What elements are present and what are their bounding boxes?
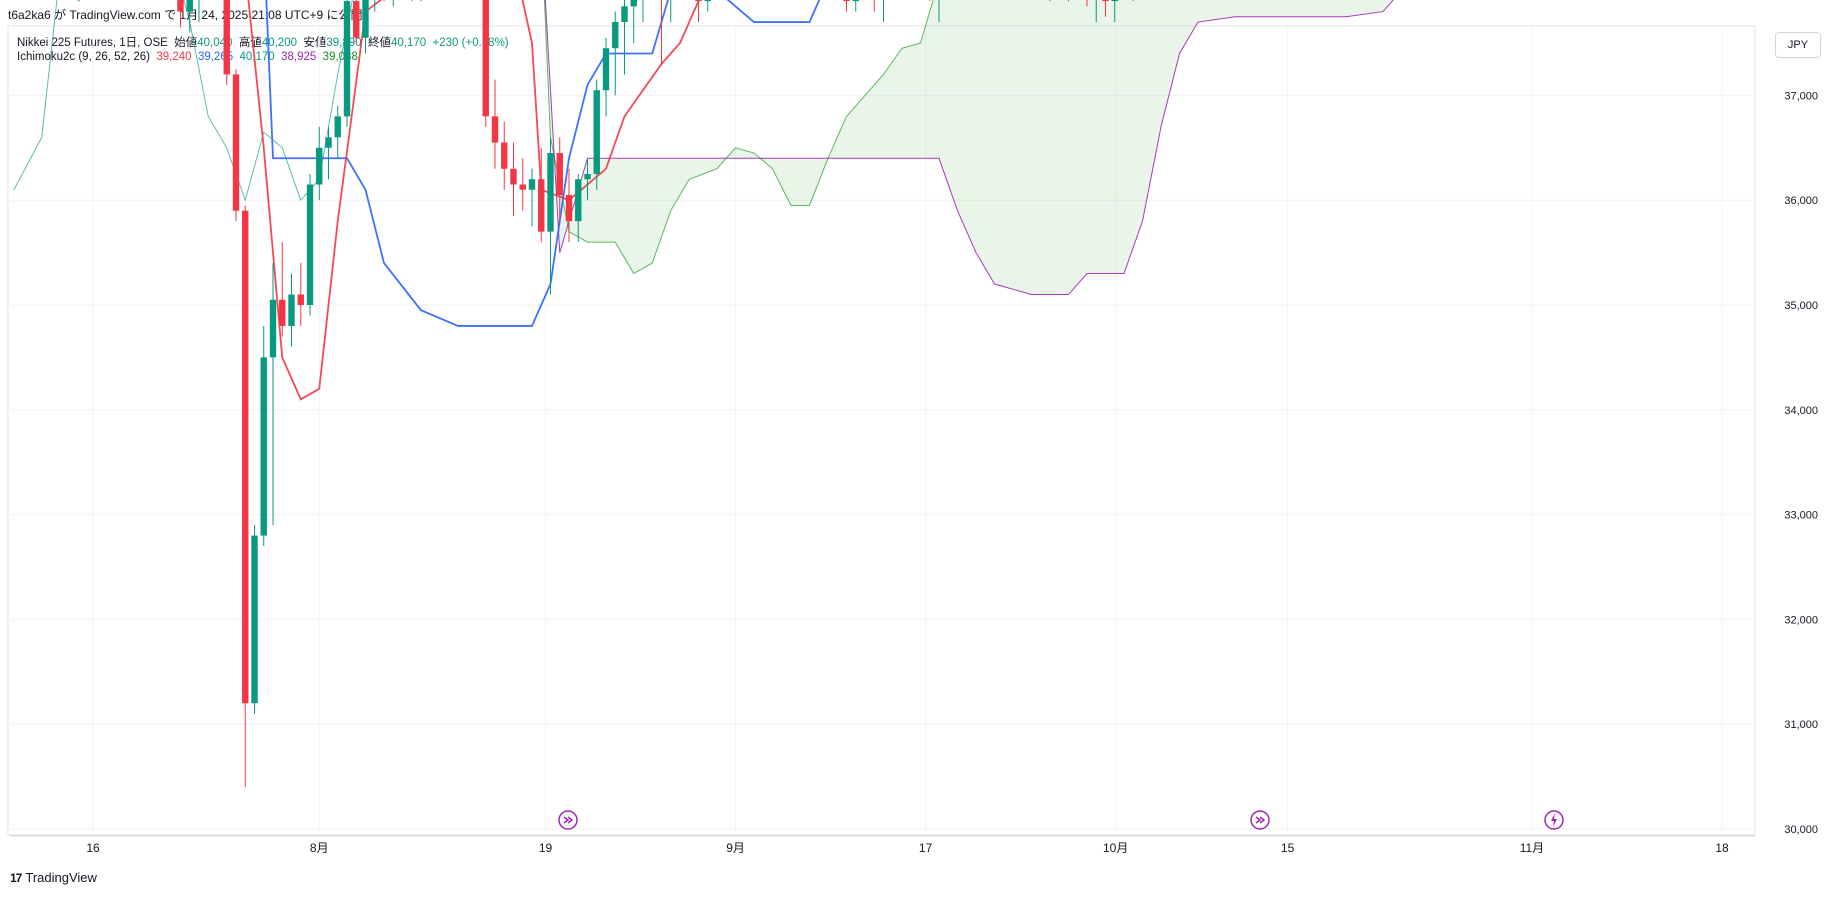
dividend-event-icon[interactable] <box>558 810 578 830</box>
candle-body <box>232 74 240 211</box>
candle-body <box>242 210 249 704</box>
footer-brand-text: TradingView <box>25 870 97 885</box>
tradingview-logo-icon: 17 <box>10 870 22 885</box>
y-tick-label: 33,000 <box>1784 510 1818 522</box>
candle-body <box>612 22 619 49</box>
candle-body <box>353 1 360 38</box>
candle-body <box>593 90 600 174</box>
open-label: 始値 <box>174 37 198 49</box>
x-tick-label: 18 <box>1715 841 1729 855</box>
candle-body <box>843 0 850 2</box>
candle-body <box>343 1 351 117</box>
high-value: 40,200 <box>261 37 297 49</box>
indicator-value-3: 40,170 <box>239 51 275 63</box>
candle-body <box>852 0 859 2</box>
ichimoku-tenkan-line <box>247 0 700 401</box>
candle-body <box>704 0 711 2</box>
candle-body <box>1102 0 1109 2</box>
candle-body <box>306 184 314 305</box>
y-tick-label: 31,000 <box>1784 719 1818 731</box>
candle-body <box>325 137 332 148</box>
candle-body <box>260 357 267 536</box>
candle-body <box>510 168 517 185</box>
high-label: 高値 <box>238 37 262 49</box>
y-tick-label: 36,000 <box>1784 195 1818 207</box>
candle-body <box>556 153 563 195</box>
candle-body <box>1111 0 1118 2</box>
x-tick-label: 19 <box>539 841 553 855</box>
candle-body <box>547 153 554 232</box>
double-chevron-icon <box>1255 816 1266 824</box>
candle-body <box>251 535 258 704</box>
currency-button[interactable]: JPY <box>1775 32 1821 58</box>
candle-body <box>695 0 702 2</box>
candle-body <box>279 299 286 326</box>
indicator-value-1: 39,240 <box>156 51 192 63</box>
y-tick-label: 30,000 <box>1784 824 1818 836</box>
double-chevron-icon <box>563 816 574 824</box>
candle-body <box>501 142 508 169</box>
lightning-icon <box>1551 813 1557 827</box>
candle-body <box>269 299 277 358</box>
close-label: 終値 <box>367 37 391 49</box>
earnings-event-icon[interactable] <box>1544 810 1564 830</box>
ichimoku-cloud <box>544 0 1394 295</box>
y-tick-label: 37,000 <box>1784 90 1818 102</box>
ichimoku-span-b-line <box>544 0 1394 296</box>
plot-frame <box>7 25 1756 836</box>
ichimoku-kijun-line <box>265 0 821 327</box>
publish-info: t6a2ka6 が TradingView.com で 1月 24, 2025 … <box>8 8 363 22</box>
x-tick-label: 17 <box>919 841 933 855</box>
candle-body <box>519 184 526 190</box>
candle-body <box>491 116 499 143</box>
candle-body <box>528 179 536 190</box>
candle-body <box>602 48 610 91</box>
x-tick-label: 10月 <box>1103 841 1128 855</box>
candle-body <box>362 0 369 38</box>
x-tick-label: 9月 <box>726 841 745 855</box>
x-tick-label: 11月 <box>1520 841 1544 855</box>
candle-body <box>575 179 582 222</box>
y-tick-label: 34,000 <box>1784 405 1818 417</box>
candle-body <box>482 0 489 117</box>
candle-body <box>584 174 591 180</box>
ichimoku-span-a-line <box>543 0 934 275</box>
y-tick-label: 32,000 <box>1784 614 1818 626</box>
candle-body <box>177 0 184 12</box>
indicator-value-4: 38,925 <box>281 51 317 63</box>
symbol-legend[interactable]: Nikkei 225 Futures, 1日, OSE 始値40,040 高値4… <box>17 34 509 50</box>
symbol-title[interactable]: Nikkei 225 Futures, 1日, OSE <box>17 37 168 49</box>
candle-body <box>621 6 628 23</box>
footer-brand: 17 TradingView <box>10 870 97 885</box>
y-tick-label: 35,000 <box>1784 300 1818 312</box>
close-value: 40,170 <box>390 37 427 49</box>
dividend-event-icon[interactable] <box>1250 810 1270 830</box>
candle-body <box>538 179 545 232</box>
x-tick-label: 16 <box>86 841 100 855</box>
candle-body <box>565 194 573 222</box>
candle-body <box>297 294 304 305</box>
low-label: 安値 <box>303 37 327 49</box>
candle-body <box>316 147 323 185</box>
x-tick-label: 8月 <box>310 841 329 855</box>
change-value: +230 (+0.58%) <box>432 37 509 49</box>
candle-body <box>288 294 295 326</box>
candle-body <box>334 116 341 138</box>
x-tick-label: 15 <box>1281 841 1295 855</box>
candle-body <box>186 0 193 12</box>
candle-body <box>630 0 637 7</box>
candle-body <box>223 0 230 75</box>
